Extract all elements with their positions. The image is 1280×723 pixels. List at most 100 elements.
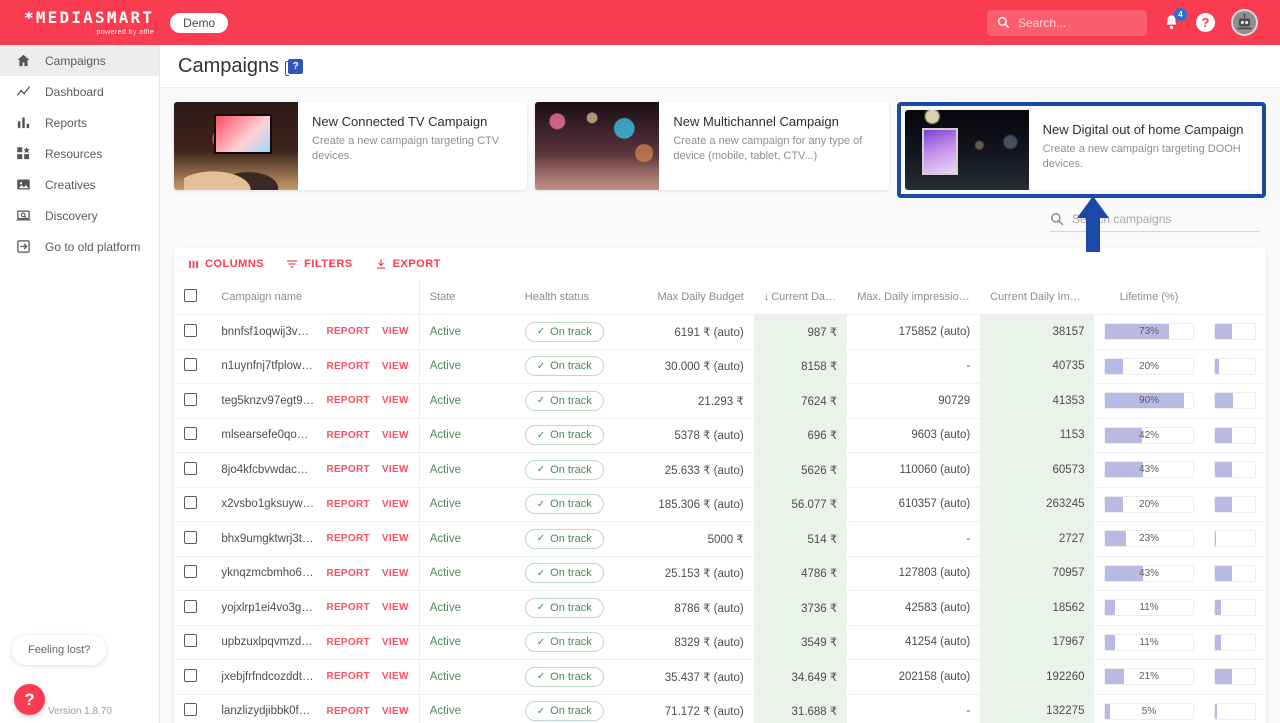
global-search-input[interactable]: Search...	[987, 9, 1147, 36]
view-link[interactable]: VIEW	[381, 498, 409, 510]
row-checkbox[interactable]	[184, 703, 197, 717]
row-checkbox[interactable]	[184, 427, 197, 441]
view-link[interactable]: VIEW	[381, 429, 409, 441]
row-checkbox[interactable]	[184, 634, 197, 648]
report-link[interactable]: REPORT	[326, 464, 370, 476]
table-row[interactable]: jxebjfrfndcozddt89rjxx... REPORT VIEW Activ…	[174, 659, 1266, 695]
lifetime-progress-bar: 11%	[1104, 599, 1194, 617]
row-checkbox[interactable]	[184, 323, 197, 337]
export-label: EXPORT	[392, 258, 441, 270]
table-row[interactable]: lanzlizydjibbk0f8cckzna... REPORT VIEW Acti…	[174, 694, 1266, 723]
card-dooh[interactable]: New Digital out of home Campaign Create …	[904, 110, 1258, 190]
view-link[interactable]: VIEW	[381, 705, 409, 717]
row-select-cell	[174, 590, 212, 626]
sidebar-item-discovery[interactable]: Discovery	[0, 200, 159, 231]
row-select-cell	[174, 383, 212, 419]
sidebar-item-old-platform[interactable]: Go to old platform	[0, 231, 159, 262]
header-health-status[interactable]: Health status	[514, 280, 630, 315]
table-row[interactable]: upbzuxlpqvmzdbobz... REPORT VIEW Active ✓ On …	[174, 625, 1266, 660]
table-row[interactable]: bnnfsf1oqwij3vyfr7a8g... REPORT VIEW Active…	[174, 314, 1266, 350]
report-link[interactable]: REPORT	[326, 533, 370, 545]
state-cell: Active	[418, 521, 515, 557]
state-cell: Active	[418, 418, 515, 453]
header-state[interactable]: State	[418, 280, 515, 315]
header-lifetime[interactable]: Lifetime (%)	[1094, 280, 1204, 315]
export-button[interactable]: EXPORT	[375, 258, 441, 270]
row-checkbox[interactable]	[184, 599, 197, 613]
campaign-name-text: jxebjfrfndcozddt89rjxx...	[221, 670, 315, 683]
columns-button[interactable]: COLUMNS	[188, 258, 264, 270]
filters-button[interactable]: FILTERS	[286, 258, 353, 270]
table-row[interactable]: teg5knzv97egt9nwypx... REPORT VIEW Active ✓ O…	[174, 383, 1266, 419]
max-daily-budget-cell: 35.437 ₹ (auto)	[629, 659, 754, 695]
lifetime-secondary-bar	[1213, 633, 1256, 651]
status-badge: ✓ On track	[524, 528, 604, 549]
report-link[interactable]: REPORT	[326, 360, 370, 372]
max-daily-budget-cell: 71.172 ₹ (auto)	[629, 694, 754, 723]
report-link[interactable]: REPORT	[326, 326, 370, 338]
row-checkbox[interactable]	[184, 392, 197, 406]
card-multichannel[interactable]: New Multichannel Campaign Create a new c…	[535, 102, 889, 190]
view-link[interactable]: VIEW	[381, 567, 409, 579]
row-checkbox[interactable]	[184, 668, 197, 682]
current-daily-impressions-cell: 38157	[980, 314, 1095, 350]
view-link[interactable]: VIEW	[381, 326, 409, 338]
health-status-text: On track	[550, 601, 592, 614]
row-checkbox[interactable]	[184, 565, 197, 579]
row-select-cell	[174, 314, 212, 350]
sidebar-item-resources[interactable]: Resources	[0, 138, 159, 169]
header-current-daily-cost[interactable]: ↓ Current Daily C...	[753, 280, 848, 315]
view-link[interactable]: VIEW	[381, 602, 409, 614]
campaign-name-text: bhx9umgktwrj3txos8q...	[221, 532, 315, 545]
notifications-button[interactable]: 4	[1163, 8, 1187, 31]
row-checkbox[interactable]	[184, 358, 197, 372]
select-all-checkbox[interactable]	[184, 289, 197, 302]
row-checkbox[interactable]	[184, 530, 197, 544]
report-link[interactable]: REPORT	[326, 705, 370, 717]
card-connected-tv[interactable]: New Connected TV Campaign Create a new c…	[174, 102, 528, 190]
table-row[interactable]: 8jo4kfcbvwdachbw1lif... REPORT VIEW Active ✓…	[174, 452, 1266, 488]
view-link[interactable]: VIEW	[381, 671, 409, 683]
report-link[interactable]: REPORT	[326, 671, 370, 683]
avatar[interactable]	[1231, 9, 1258, 36]
report-link[interactable]: REPORT	[326, 498, 370, 510]
header-max-daily-budget[interactable]: Max Daily Budget	[629, 280, 754, 315]
brand-logo[interactable]: *MEDIASMART powered by affle	[24, 9, 154, 36]
sidebar-item-creatives[interactable]: Creatives	[0, 169, 159, 200]
table-row[interactable]: mlsearsefe0qo0xmzm... REPORT VIEW Active ✓ On…	[174, 418, 1266, 453]
table-row[interactable]: n1uynfnj7tfplowxznski... REPORT VIEW Active…	[174, 349, 1266, 384]
table-row[interactable]: yojxlrp1ei4vo3ggldj1xxf... REPORT VIEW Acti…	[174, 590, 1266, 626]
report-link[interactable]: REPORT	[326, 395, 370, 407]
report-link[interactable]: REPORT	[326, 567, 370, 579]
page-help-icon[interactable]: ?	[285, 58, 304, 76]
view-link[interactable]: VIEW	[381, 533, 409, 545]
report-link[interactable]: REPORT	[326, 429, 370, 441]
sidebar-item-reports[interactable]: Reports	[0, 107, 159, 138]
row-checkbox[interactable]	[184, 461, 197, 475]
lifetime-progress-label: 43%	[1139, 567, 1160, 579]
lifetime-secondary-fill	[1214, 496, 1232, 512]
view-link[interactable]: VIEW	[381, 636, 409, 648]
view-link[interactable]: VIEW	[381, 360, 409, 372]
lifetime-progress-label: 73%	[1139, 326, 1160, 338]
row-checkbox[interactable]	[184, 496, 197, 510]
view-link[interactable]: VIEW	[381, 395, 409, 407]
help-button[interactable]: ?	[1196, 13, 1215, 32]
header-current-daily-impressions[interactable]: Current Daily Impre...	[980, 280, 1095, 315]
demo-badge[interactable]: Demo	[170, 12, 229, 33]
sidebar-label-resources: Resources	[45, 146, 103, 161]
header-max-daily-impressions[interactable]: Max. Daily impressions	[847, 280, 981, 315]
view-link[interactable]: VIEW	[381, 464, 409, 476]
table-row[interactable]: bhx9umgktwrj3txos8q... REPORT VIEW Active ✓ O…	[174, 521, 1266, 557]
sidebar-item-dashboard[interactable]: Dashboard	[0, 76, 159, 107]
lifetime-progress-label: 11%	[1139, 636, 1159, 648]
table-row[interactable]: yknqzmcbmho6pz6rx... REPORT VIEW Active ✓ On …	[174, 556, 1266, 591]
table-row[interactable]: x2vsbo1gksuywmbnej... REPORT VIEW Active ✓ On…	[174, 487, 1266, 522]
sidebar-item-campaigns[interactable]: Campaigns	[0, 45, 159, 76]
header-campaign-name[interactable]: Campaign name	[211, 280, 420, 315]
status-badge: ✓ On track	[524, 494, 604, 515]
report-link[interactable]: REPORT	[326, 602, 370, 614]
health-status-cell: ✓ On track	[514, 659, 630, 695]
help-fab-button[interactable]: ?	[14, 684, 45, 715]
report-link[interactable]: REPORT	[326, 636, 370, 648]
